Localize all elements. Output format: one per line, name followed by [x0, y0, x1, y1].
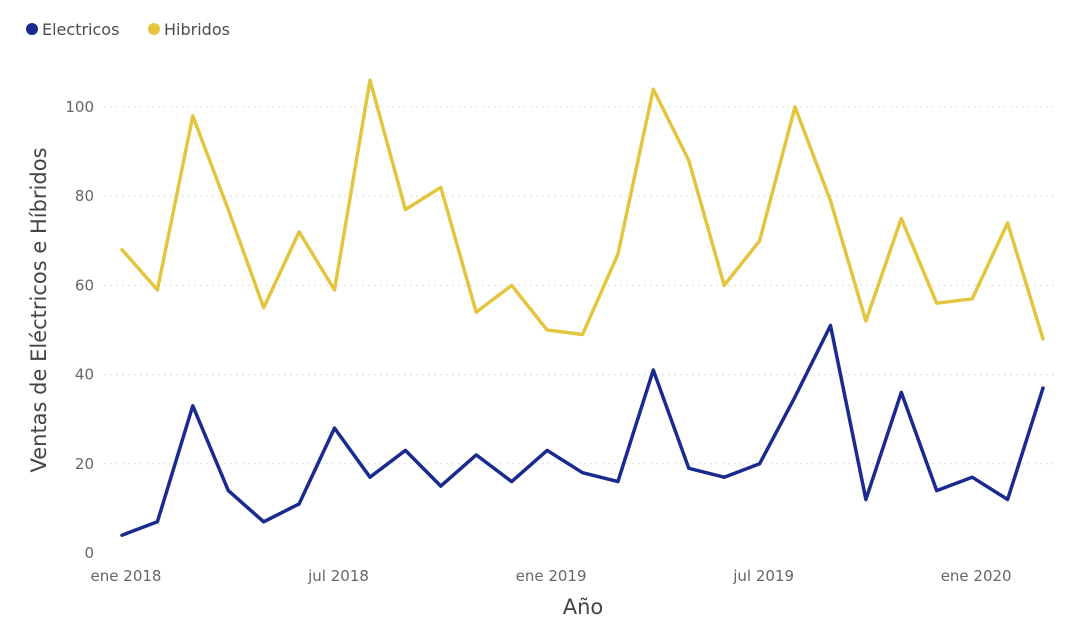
legend-label-hibridos[interactable]: Hibridos: [164, 20, 230, 39]
series-line-hibridos[interactable]: [120, 78, 1045, 341]
y-axis-ticks: 0 20 40 60 80 100: [65, 98, 94, 562]
x-tick-label: ene 2020: [941, 567, 1012, 585]
legend-label-electricos[interactable]: Electricos: [42, 20, 119, 39]
x-tick-label: jul 2018: [307, 567, 369, 585]
x-axis-title: Año: [563, 595, 604, 619]
y-tick-label: 40: [75, 366, 94, 384]
legend: Electricos Hibridos: [26, 20, 230, 39]
series-line-electricos[interactable]: [120, 323, 1045, 537]
grid: [104, 106, 1055, 465]
y-tick-label: 100: [65, 98, 94, 116]
x-tick-label: ene 2019: [516, 567, 587, 585]
y-tick-label: 80: [75, 187, 94, 205]
x-tick-label: jul 2019: [732, 567, 794, 585]
y-tick-label: 20: [75, 455, 94, 473]
y-tick-label: 0: [84, 544, 94, 562]
x-axis-ticks: ene 2018 jul 2018 ene 2019 jul 2019 ene 2020: [91, 567, 1012, 585]
legend-marker-hibridos: [148, 23, 160, 35]
x-tick-label: ene 2018: [91, 567, 162, 585]
y-tick-label: 60: [75, 276, 94, 294]
y-axis-title: Ventas de Eléctricos e Híbridos: [27, 147, 51, 472]
legend-marker-electricos: [26, 23, 38, 35]
series-group: [120, 78, 1045, 537]
